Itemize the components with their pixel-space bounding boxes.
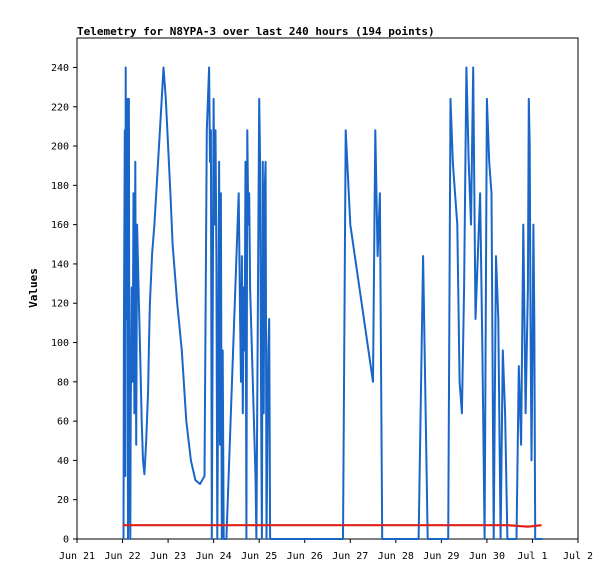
y-axis-label: Values bbox=[27, 268, 40, 308]
x-tick-label: Jun 24 bbox=[196, 551, 232, 562]
y-tick-label: 180 bbox=[51, 181, 69, 192]
x-tick-label: Jul 2 bbox=[563, 551, 593, 562]
x-axis: Jun 21 Jun 22 Jun 23 Jun 24 Jun 25 Jun 26 Jun … bbox=[59, 539, 593, 562]
y-tick-label: 200 bbox=[51, 142, 69, 153]
x-tick-label: Jun 23 bbox=[150, 551, 186, 562]
x-tick-label: Jun 28 bbox=[378, 551, 414, 562]
x-tick-label: Jul 1 bbox=[517, 551, 547, 562]
x-tick-label: Jun 26 bbox=[287, 551, 323, 562]
y-tick-label: 220 bbox=[51, 102, 69, 113]
y-tick-label: 240 bbox=[51, 63, 69, 74]
series-line-2 bbox=[122, 524, 542, 528]
y-tick-label: 60 bbox=[57, 417, 69, 428]
y-tick-label: 140 bbox=[51, 259, 69, 270]
x-tick-label: Jun 27 bbox=[332, 551, 368, 562]
y-tick-label: 80 bbox=[57, 377, 69, 388]
y-axis: 0 20 40 60 80 100 120 140 160 180 200 220 240 bbox=[51, 63, 77, 546]
x-tick-label: Jun 21 bbox=[59, 551, 95, 562]
y-tick-label: 100 bbox=[51, 338, 69, 349]
x-tick-label: Jun 25 bbox=[241, 551, 277, 562]
y-tick-label: 160 bbox=[51, 220, 69, 231]
x-tick-label: Jun 30 bbox=[469, 551, 505, 562]
x-tick-label: Jun 22 bbox=[104, 551, 140, 562]
series-line-1 bbox=[122, 66, 543, 540]
series-layer bbox=[122, 66, 543, 540]
y-tick-label: 0 bbox=[63, 535, 69, 546]
chart-title: Telemetry for N8YPA-3 over last 240 hour… bbox=[77, 25, 435, 38]
plot-frame bbox=[76, 37, 579, 540]
x-tick-label: Jun 29 bbox=[423, 551, 459, 562]
y-tick-label: 20 bbox=[57, 495, 69, 506]
y-tick-label: 120 bbox=[51, 299, 69, 310]
y-tick-label: 40 bbox=[57, 456, 69, 467]
